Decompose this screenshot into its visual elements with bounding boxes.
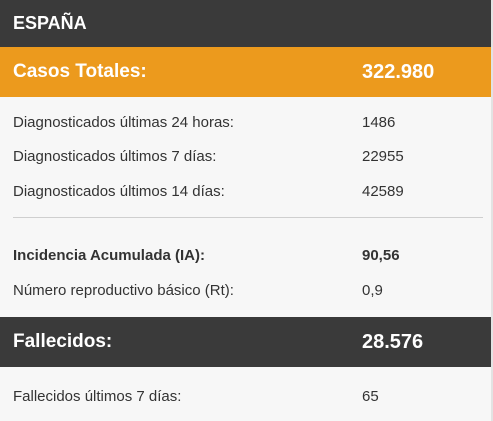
stat-row: Fallecidos últimos 7 días: 65 xyxy=(0,379,491,414)
stat-row: Diagnosticados últimas 24 horas: 1486 xyxy=(0,105,491,140)
region-title: ESPAÑA xyxy=(0,0,491,47)
deaths-section: Fallecidos últimos 7 días: 65 xyxy=(0,367,491,421)
deaths-label: Fallecidos: xyxy=(13,331,113,352)
stat-row: Diagnosticados últimos 14 días: 42589 xyxy=(0,174,491,209)
rt-section: Número reproductivo básico (Rt): 0,9 xyxy=(0,271,491,317)
stat-label: Incidencia Acumulada (IA): xyxy=(13,247,205,264)
diagnosed-section: Diagnosticados últimas 24 horas: 1486 Di… xyxy=(0,97,491,271)
stat-label: Diagnosticados últimos 14 días: xyxy=(13,183,225,200)
divider xyxy=(13,217,483,218)
stat-row: Diagnosticados últimos 7 días: 22955 xyxy=(0,139,491,174)
total-cases-label: Casos Totales: xyxy=(13,61,147,82)
stat-value: 90,56 xyxy=(362,247,400,264)
total-cases-bar: Casos Totales: 322.980 xyxy=(0,47,491,97)
stat-label: Número reproductivo básico (Rt): xyxy=(13,282,234,299)
deaths-value: 28.576 xyxy=(362,330,424,353)
stat-row: Número reproductivo básico (Rt): 0,9 xyxy=(0,273,491,308)
stat-label: Diagnosticados últimas 24 horas: xyxy=(13,114,234,131)
stat-value: 1486 xyxy=(362,114,396,131)
stat-label: Fallecidos últimos 7 días: xyxy=(13,388,182,405)
total-cases-value: 322.980 xyxy=(362,60,435,83)
deaths-bar: Fallecidos: 28.576 xyxy=(0,317,491,367)
stat-row: Incidencia Acumulada (IA): 90,56 xyxy=(0,238,491,273)
stat-label: Diagnosticados últimos 7 días: xyxy=(13,148,217,165)
stat-value: 0,9 xyxy=(362,282,383,299)
stat-value: 65 xyxy=(362,388,379,405)
stat-value: 22955 xyxy=(362,148,404,165)
stat-value: 42589 xyxy=(362,183,404,200)
